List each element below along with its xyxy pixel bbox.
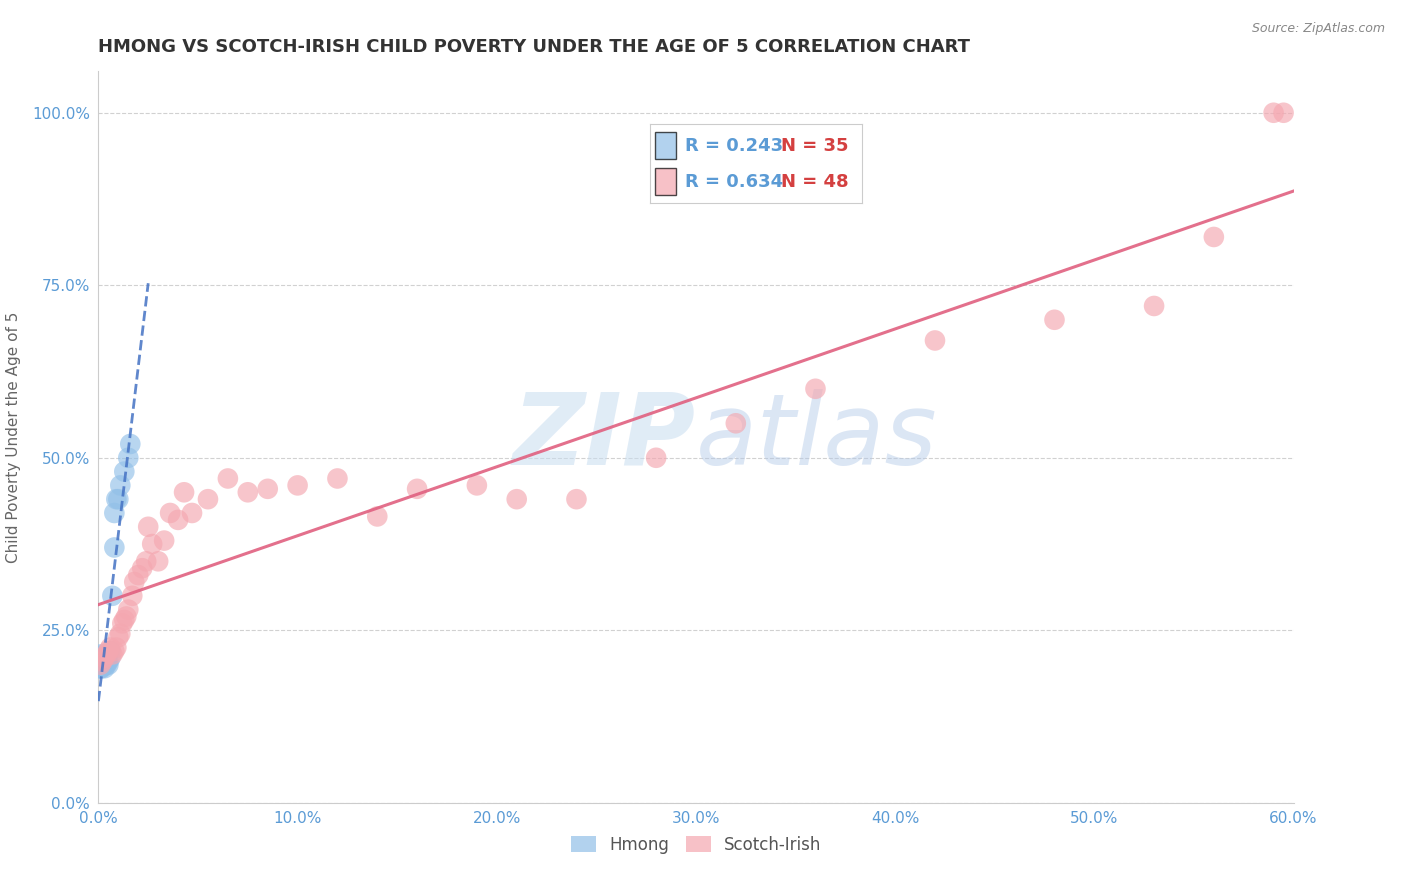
Point xyxy=(110,478,132,492)
Text: Source: ZipAtlas.com: Source: ZipAtlas.com xyxy=(1251,22,1385,36)
Point xyxy=(197,492,219,507)
Point xyxy=(97,648,120,662)
Point xyxy=(90,654,112,668)
Point xyxy=(107,492,129,507)
Point xyxy=(93,657,115,672)
Point xyxy=(124,574,146,589)
Text: ZIP: ZIP xyxy=(513,389,696,485)
FancyBboxPatch shape xyxy=(655,132,676,159)
Point xyxy=(107,630,129,644)
Point xyxy=(117,450,139,465)
Point xyxy=(115,609,138,624)
Text: atlas: atlas xyxy=(696,389,938,485)
Point xyxy=(131,561,153,575)
Point xyxy=(93,651,115,665)
Point xyxy=(181,506,204,520)
Point xyxy=(89,648,111,662)
Point xyxy=(1043,312,1066,326)
Point xyxy=(105,640,128,655)
Point xyxy=(136,520,159,534)
Point xyxy=(105,492,128,507)
Point xyxy=(93,661,115,675)
Point xyxy=(101,589,124,603)
Point xyxy=(173,485,195,500)
Point xyxy=(645,450,668,465)
Point xyxy=(287,478,309,492)
Point xyxy=(256,482,278,496)
Point xyxy=(89,657,111,672)
Point xyxy=(141,537,163,551)
Point xyxy=(98,644,122,658)
Point xyxy=(90,661,112,675)
Point xyxy=(103,541,125,555)
Point xyxy=(93,657,115,672)
Point xyxy=(236,485,259,500)
Point xyxy=(103,644,125,658)
Legend: Hmong, Scotch-Irish: Hmong, Scotch-Irish xyxy=(564,829,828,860)
Point xyxy=(1272,105,1295,120)
Point xyxy=(127,568,149,582)
Text: N = 35: N = 35 xyxy=(782,136,849,154)
Point xyxy=(159,506,181,520)
Point xyxy=(112,613,135,627)
Point xyxy=(153,533,176,548)
Point xyxy=(148,554,170,568)
Point xyxy=(89,654,111,668)
Point xyxy=(135,554,157,568)
Point xyxy=(110,626,132,640)
Point xyxy=(1202,230,1225,244)
FancyBboxPatch shape xyxy=(655,169,676,195)
Point xyxy=(96,648,118,662)
Point xyxy=(97,644,120,658)
Text: HMONG VS SCOTCH-IRISH CHILD POVERTY UNDER THE AGE OF 5 CORRELATION CHART: HMONG VS SCOTCH-IRISH CHILD POVERTY UNDE… xyxy=(98,38,970,56)
Point xyxy=(101,648,124,662)
Point xyxy=(1263,105,1285,120)
Point xyxy=(90,661,112,675)
Point xyxy=(465,478,488,492)
Point xyxy=(506,492,529,507)
Y-axis label: Child Poverty Under the Age of 5: Child Poverty Under the Age of 5 xyxy=(6,311,21,563)
Point xyxy=(97,657,120,672)
Point xyxy=(217,471,239,485)
Point xyxy=(89,651,111,665)
Point xyxy=(97,654,120,668)
Point xyxy=(1143,299,1166,313)
Point xyxy=(91,657,114,672)
Text: N = 48: N = 48 xyxy=(782,173,849,191)
Point xyxy=(91,654,114,668)
Point xyxy=(96,657,118,672)
Point xyxy=(117,602,139,616)
Point xyxy=(90,657,112,672)
Text: R = 0.243: R = 0.243 xyxy=(685,136,783,154)
Point xyxy=(326,471,349,485)
Point xyxy=(167,513,190,527)
Point xyxy=(804,382,827,396)
Point xyxy=(98,640,122,655)
Point xyxy=(565,492,588,507)
Point xyxy=(91,654,114,668)
Point xyxy=(120,437,142,451)
Point xyxy=(98,651,122,665)
Point xyxy=(111,616,134,631)
Point xyxy=(406,482,429,496)
Text: R = 0.634: R = 0.634 xyxy=(685,173,783,191)
Point xyxy=(96,651,118,665)
Point xyxy=(724,417,747,431)
Point xyxy=(89,657,111,672)
Point xyxy=(89,661,111,675)
Point xyxy=(91,651,114,665)
Point xyxy=(103,506,125,520)
Point xyxy=(366,509,388,524)
Point xyxy=(93,648,115,662)
Point xyxy=(93,651,115,665)
Point xyxy=(121,589,143,603)
Point xyxy=(96,654,118,668)
Point xyxy=(93,654,115,668)
Point xyxy=(112,465,135,479)
Point xyxy=(924,334,946,348)
